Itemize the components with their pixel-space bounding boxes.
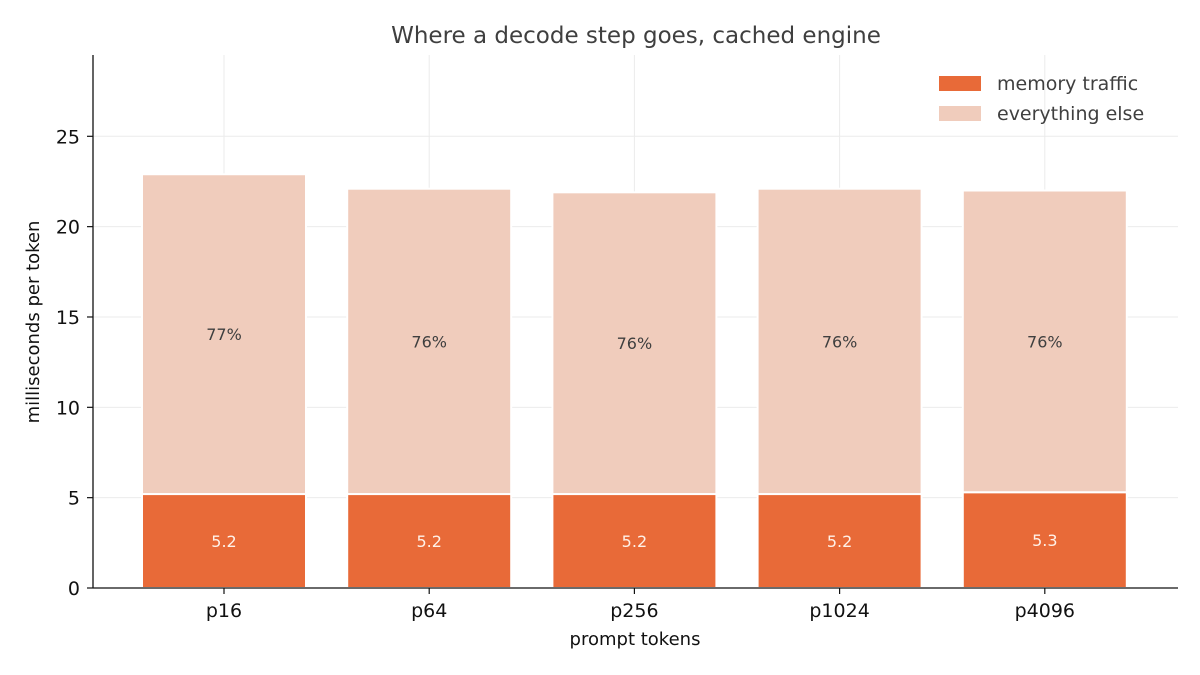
- data-label-everything-else: 76%: [617, 334, 653, 353]
- x-tick-label: p256: [610, 600, 658, 622]
- data-label-memory-traffic: 5.2: [211, 532, 236, 551]
- axes: [92, 55, 1178, 589]
- x-tick-label: p64: [411, 600, 447, 622]
- bar-everything-else: [961, 189, 1128, 494]
- y-tick-label: 5: [68, 488, 80, 510]
- y-tick-label: 25: [56, 126, 80, 148]
- x-tick-label: p4096: [1015, 600, 1075, 622]
- data-label-memory-traffic: 5.2: [622, 532, 647, 551]
- legend-label-memory-traffic: memory traffic: [997, 73, 1138, 95]
- data-label-memory-traffic: 5.3: [1032, 531, 1057, 550]
- x-tick-label: p16: [206, 600, 242, 622]
- legend-label-everything-else: everything else: [997, 103, 1144, 125]
- bar-everything-else: [756, 187, 923, 496]
- y-axis-label: milliseconds per token: [23, 221, 44, 424]
- bar-memory-traffic: [756, 493, 923, 589]
- bar-memory-traffic: [346, 493, 513, 589]
- y-tick-label: 0: [68, 578, 80, 600]
- y-tick-label: 15: [56, 307, 80, 329]
- data-label-everything-else: 76%: [822, 332, 858, 351]
- bars: [141, 173, 1128, 590]
- x-ticks: p16 p64 p256 p1024 p4096: [206, 588, 1075, 622]
- x-axis-label: prompt tokens: [570, 629, 701, 650]
- y-tick-label: 10: [56, 397, 80, 419]
- bar-labels: 5.2 5.2 5.2 5.2 5.3 77% 76% 76% 76% 76%: [206, 325, 1062, 551]
- bar-memory-traffic: [961, 491, 1128, 590]
- bar-everything-else: [141, 173, 307, 496]
- chart-title: Where a decode step goes, cached engine: [391, 23, 881, 49]
- y-ticks: 0 5 10 15 20 25: [56, 126, 93, 600]
- data-label-memory-traffic: 5.2: [416, 532, 441, 551]
- legend-swatch-everything-else: [939, 106, 981, 121]
- data-label-memory-traffic: 5.2: [827, 532, 852, 551]
- data-label-everything-else: 76%: [411, 332, 447, 351]
- data-label-everything-else: 76%: [1027, 332, 1063, 351]
- legend: memory traffic everything else: [939, 73, 1144, 125]
- y-tick-label: 20: [56, 217, 80, 239]
- legend-swatch-memory-traffic: [939, 76, 981, 91]
- bar-everything-else: [551, 191, 718, 496]
- data-label-everything-else: 77%: [206, 325, 242, 344]
- x-tick-label: p1024: [809, 600, 869, 622]
- bar-everything-else: [346, 187, 513, 496]
